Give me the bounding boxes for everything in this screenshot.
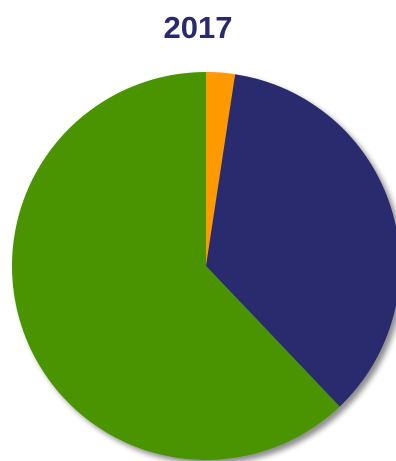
pie-slice-green [11, 72, 340, 460]
pie-slice-navy [206, 74, 396, 407]
pie-slice-orange [206, 72, 236, 266]
chart-title: 2017 [163, 10, 233, 45]
